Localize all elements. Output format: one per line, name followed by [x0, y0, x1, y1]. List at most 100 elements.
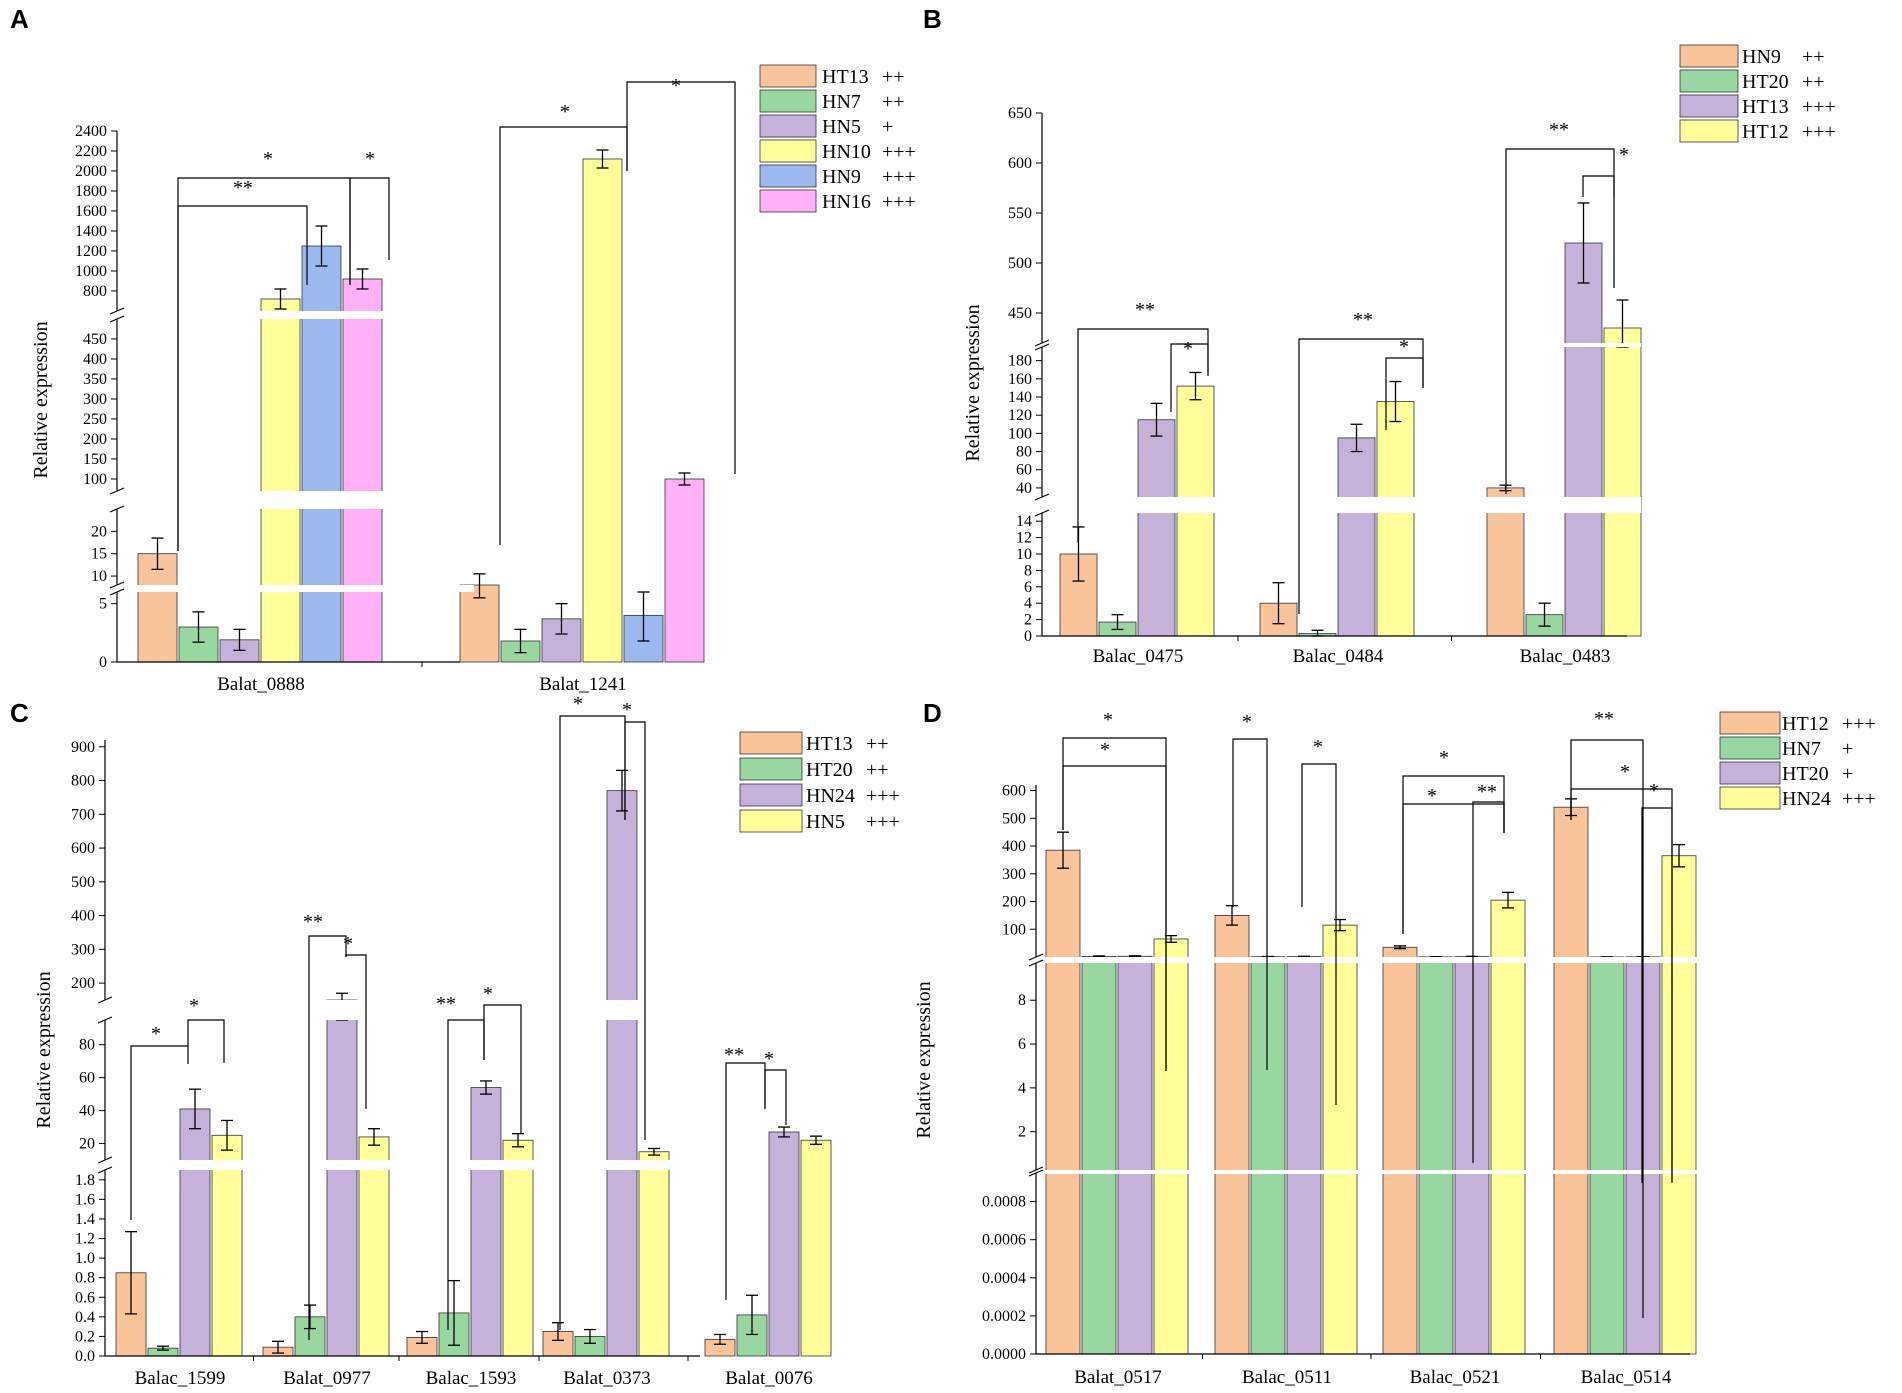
legend-label: HT13 [822, 66, 869, 88]
y-tick-label: 40 [1016, 480, 1032, 497]
error-bar [514, 628, 527, 654]
significance-label: * [671, 75, 681, 97]
significance-label: ** [233, 177, 253, 199]
category-label: Balat_0373 [563, 1368, 651, 1389]
significance-label: * [1183, 338, 1193, 360]
panel-letter: A [10, 4, 29, 34]
error-bar [125, 1231, 137, 1315]
error-bar [157, 1345, 169, 1351]
y-tick-label: 2 [1018, 1124, 1026, 1141]
error-bar [1394, 945, 1406, 950]
y-tick-label: 900 [71, 739, 95, 756]
legend-item: HT13 ++ [739, 731, 889, 755]
bar [664, 478, 705, 663]
legend-mark: +++ [866, 811, 900, 833]
legend-swatch [1719, 786, 1781, 810]
y-axis-label: Relative expression [30, 321, 52, 478]
bar [470, 1087, 502, 1357]
legend-label: HN5 [822, 116, 861, 138]
y-tick-label: 500 [1002, 810, 1026, 827]
legend-swatch [739, 783, 803, 807]
axis-break-mark [109, 581, 125, 596]
error-bar [616, 769, 628, 812]
y-tick-label: 1.8 [75, 1172, 95, 1189]
significance-bracket [725, 1062, 766, 1300]
y-tick-label: 160 [1008, 371, 1032, 388]
error-bar [1350, 423, 1363, 453]
y-tick-label: 14 [1016, 513, 1032, 530]
y-tick-label: 2000 [75, 163, 107, 180]
y-tick-label: 200 [83, 431, 107, 448]
category-label: Balac_0514 [1581, 1367, 1672, 1388]
y-tick-label: 0.8 [75, 1270, 95, 1287]
y-tick-label: 80 [79, 1037, 95, 1054]
legend-swatch [759, 164, 817, 188]
legend-label: HN5 [806, 811, 845, 833]
axis-break [1028, 343, 1641, 347]
y-tick-label: 700 [71, 806, 95, 823]
y-tick-label: 800 [83, 283, 107, 300]
significance-label: * [1242, 711, 1252, 733]
legend-label: HN9 [1742, 46, 1781, 68]
significance-bracket [483, 1004, 522, 1134]
legend-swatch [1679, 119, 1739, 143]
y-tick-label: 300 [71, 941, 95, 958]
y-tick-label: 1200 [75, 243, 107, 260]
legend-mark: +++ [882, 191, 916, 213]
axis-break-mark [97, 996, 113, 1024]
legend-mark: + [1842, 763, 1853, 785]
y-tick-label: 300 [83, 391, 107, 408]
legend-swatch [759, 189, 817, 213]
y-tick-label: 500 [71, 874, 95, 891]
y-tick-label: 8 [1018, 992, 1026, 1009]
y-tick-label: 4 [1024, 595, 1032, 612]
axis-break-mark [109, 487, 125, 513]
y-tick-label: 180 [1008, 353, 1032, 370]
axis-break [103, 311, 474, 319]
legend-item: HT20 ++ [739, 757, 889, 781]
significance-label: * [1103, 709, 1113, 731]
bar [1382, 946, 1418, 1355]
significance-label: * [343, 933, 353, 955]
y-tick-label: 20 [79, 1136, 95, 1153]
significance-label: * [1439, 747, 1449, 769]
y-tick-label: 80 [1016, 444, 1032, 461]
legend-item: HN7 + [1719, 736, 1853, 760]
significance-label: ** [1135, 299, 1155, 321]
y-tick-label: 40 [79, 1103, 95, 1120]
legend-label: HN7 [822, 91, 861, 113]
significance-label: * [1427, 785, 1437, 807]
legend-mark: +++ [882, 141, 916, 163]
error-bar [274, 288, 287, 310]
y-tick-label: 400 [71, 908, 95, 925]
legend-label: HT13 [806, 733, 853, 755]
significance-label: ** [1353, 309, 1373, 331]
y-tick-label: 15 [91, 546, 107, 563]
y-tick-label: 60 [1016, 462, 1032, 479]
bar [358, 1136, 390, 1357]
legend-mark: +++ [1802, 96, 1836, 118]
axis-break [91, 1000, 714, 1020]
y-tick-label: 500 [1008, 255, 1032, 272]
category-label: Balat_1241 [539, 674, 627, 695]
y-tick-label: 6 [1024, 579, 1032, 596]
y-axis-label: Relative expression [962, 304, 984, 461]
category-label: Balat_0977 [283, 1368, 371, 1389]
panel-c: C Balac_1599 Balat_0977 Balac_1593 Balat_037… [10, 693, 900, 1389]
error-bar [192, 611, 205, 643]
bar [301, 245, 342, 663]
significance-bracket [1232, 738, 1268, 1070]
significance-label: ** [436, 993, 456, 1015]
category-label: Balac_0511 [1242, 1367, 1332, 1388]
error-bar [272, 1340, 284, 1354]
bar [502, 1139, 534, 1357]
significance-bracket [1641, 807, 1673, 1183]
significance-bracket [1301, 763, 1337, 1105]
panel-a: A Balat_0888 Balat_1241 0 5 10 15 20 100 150 200 25… [10, 4, 916, 695]
y-tick-label: 400 [1002, 838, 1026, 855]
y-tick-label: 300 [1002, 866, 1026, 883]
significance-bracket [349, 177, 390, 285]
error-bar [746, 1294, 758, 1336]
legend-swatch [1719, 711, 1781, 735]
